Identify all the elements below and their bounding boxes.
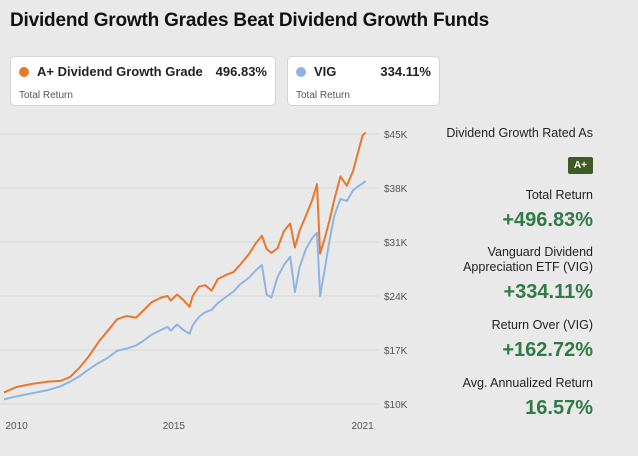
series-color-dot <box>19 67 29 77</box>
x-tick-label: 2010 <box>5 421 28 432</box>
legend-card-a-plus[interactable]: A+ Dividend Growth Grade 496.83% Total R… <box>10 56 276 106</box>
vig-label-line2: Appreciation ETF (VIG) <box>463 260 593 274</box>
series-color-dot <box>296 67 306 77</box>
legend-card-value: 496.83% <box>215 64 267 79</box>
total-return-value: +496.83% <box>502 209 593 231</box>
stats-panel: Dividend Growth Rated As A+ Total Return… <box>393 126 593 420</box>
y-tick-label: $38K <box>384 184 408 195</box>
y-tick-label: $31K <box>384 238 408 249</box>
annualized-value: 16.57% <box>525 397 593 419</box>
return-over-value: +162.72% <box>502 339 593 361</box>
legend-card-name: VIG <box>314 64 337 79</box>
legend-card-value: 334.11% <box>380 64 431 79</box>
y-tick-label: $24K <box>384 292 408 303</box>
series-line-a-dividend-growth-grade <box>3 131 367 394</box>
y-tick-label: $17K <box>384 346 408 357</box>
x-tick-label: 2021 <box>351 421 374 432</box>
y-tick-label: $45K <box>384 130 408 141</box>
return-over-label: Return Over (VIG) <box>491 318 593 332</box>
x-tick-label: 2015 <box>163 421 186 432</box>
line-chart: $10K $17K $24K $31K $38K $45K 2010 2015 2021 <box>0 130 408 432</box>
grade-badge: A+ <box>567 157 593 174</box>
vig-label-line1: Vanguard Dividend <box>487 245 593 259</box>
page-title: Dividend Growth Grades Beat Dividend Gro… <box>10 10 489 31</box>
vig-return-value: +334.11% <box>503 281 593 303</box>
rated-label: Dividend Growth Rated As <box>446 126 593 140</box>
y-tick-label: $10K <box>384 400 408 411</box>
series-line-vig <box>3 180 367 401</box>
total-return-label: Total Return <box>525 188 593 202</box>
legend-card-sub: Total Return <box>19 90 73 101</box>
annualized-label: Avg. Annualized Return <box>462 376 593 390</box>
legend-card-name: A+ Dividend Growth Grade <box>37 64 203 79</box>
legend-card-vig[interactable]: VIG 334.11% Total Return <box>287 56 440 106</box>
legend-card-sub: Total Return <box>296 90 350 101</box>
